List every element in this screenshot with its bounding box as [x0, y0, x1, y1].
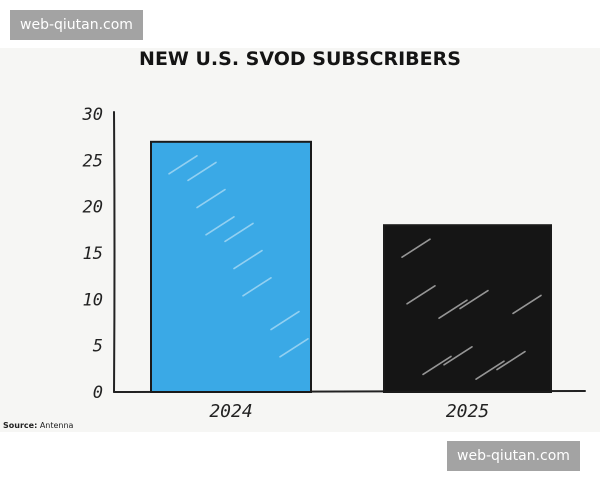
y-tick-label-20: 20: [83, 198, 103, 218]
source-label: Source:: [3, 421, 38, 430]
y-tick-label-0: 0: [93, 383, 103, 403]
x-tick-label-2025: 2025: [446, 401, 489, 422]
bar-2025: [383, 224, 552, 393]
bar-2024: [150, 140, 312, 393]
y-axis-line: [113, 111, 116, 393]
source-note: Source: Antenna: [3, 421, 73, 430]
y-tick-label-30: 30: [82, 105, 103, 125]
watermark-top: web-qiutan.com: [10, 10, 143, 40]
bar-texture-2024: [168, 155, 309, 358]
x-tick-label-2024: 2024: [209, 401, 252, 422]
watermark-bottom: web-qiutan.com: [447, 441, 580, 471]
bar-texture-2025: [401, 238, 542, 381]
y-tick-label-10: 10: [83, 290, 103, 310]
source-value: Antenna: [39, 421, 74, 430]
y-tick-label-5: 5: [93, 337, 103, 357]
y-tick-label-25: 25: [83, 151, 103, 171]
chart-title: NEW U.S. SVOD SUBSCRIBERS: [139, 48, 461, 70]
y-tick-label-15: 15: [83, 244, 103, 264]
